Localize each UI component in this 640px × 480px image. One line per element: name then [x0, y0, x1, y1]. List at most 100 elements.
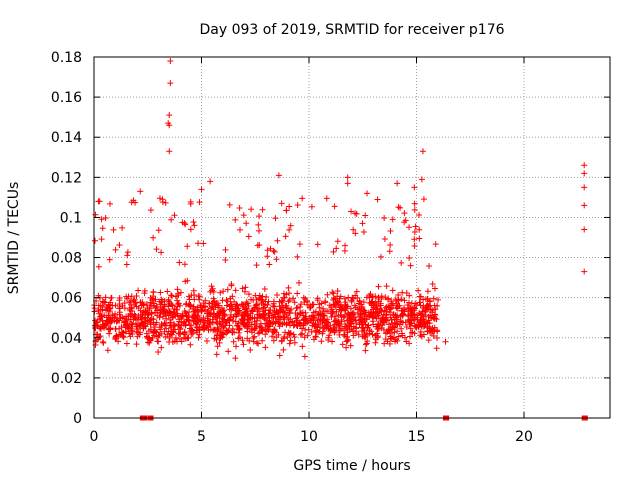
- data-point: [224, 286, 231, 293]
- data-point: [255, 330, 262, 337]
- data-point: [171, 212, 178, 219]
- data-point: [409, 314, 416, 321]
- data-point: [362, 347, 369, 354]
- data-point: [100, 339, 107, 346]
- data-point: [283, 207, 290, 214]
- data-point: [187, 200, 194, 207]
- data-point: [190, 303, 197, 310]
- data-point: [171, 338, 178, 345]
- data-point: [259, 206, 266, 213]
- data-point: [407, 333, 414, 340]
- data-point: [259, 297, 266, 304]
- data-point: [256, 227, 263, 234]
- data-point: [411, 236, 418, 243]
- data-point: [581, 268, 588, 275]
- chart-title: Day 093 of 2019, SRMTID for receiver p17…: [199, 22, 504, 38]
- data-point: [309, 313, 316, 320]
- data-point: [373, 315, 380, 322]
- data-point: [262, 298, 269, 305]
- data-point: [434, 296, 441, 303]
- data-point: [424, 288, 431, 295]
- data-point: [216, 339, 223, 346]
- data-point: [257, 320, 264, 327]
- data-point: [142, 308, 149, 315]
- data-point: [222, 246, 229, 253]
- data-point: [408, 308, 415, 315]
- data-point: [210, 288, 217, 295]
- data-point: [123, 261, 130, 268]
- data-point: [415, 212, 422, 219]
- data-point: [116, 305, 123, 312]
- axis-ticks: 0 5 10 15 20 0 0.02 0.04 0.06 0.08 0.1 0.12 0.14 0.16…: [51, 50, 610, 445]
- data-point: [381, 340, 388, 347]
- data-point: [232, 313, 239, 320]
- data-point: [364, 190, 371, 197]
- data-point: [156, 324, 163, 331]
- data-point: [271, 308, 278, 315]
- data-point: [244, 313, 251, 320]
- data-point: [290, 295, 297, 302]
- data-point: [187, 226, 194, 233]
- data-point: [92, 325, 99, 332]
- y-tick-label: 0.02: [51, 371, 82, 387]
- data-point: [236, 334, 243, 341]
- data-point: [385, 321, 392, 328]
- data-point: [314, 317, 321, 324]
- data-point: [341, 247, 348, 254]
- data-point: [282, 329, 289, 336]
- data-point: [163, 325, 170, 332]
- data-point: [372, 299, 379, 306]
- data-point: [223, 330, 230, 337]
- data-point: [318, 338, 325, 345]
- data-point: [328, 306, 335, 313]
- data-point: [278, 200, 285, 207]
- data-point: [104, 347, 111, 354]
- data-point: [167, 80, 174, 87]
- data-point: [420, 316, 427, 323]
- data-point: [417, 328, 424, 335]
- data-point: [96, 313, 103, 320]
- data-point: [271, 326, 278, 333]
- data-point: [298, 325, 305, 332]
- data-point: [279, 297, 286, 304]
- data-point: [95, 263, 102, 270]
- data-point: [352, 230, 359, 237]
- data-point: [366, 327, 373, 334]
- data-point: [245, 291, 252, 298]
- data-point: [362, 341, 369, 348]
- data-point: [358, 321, 365, 328]
- data-point: [134, 333, 141, 340]
- data-point: [232, 318, 239, 325]
- data-point: [345, 336, 352, 343]
- data-point: [379, 321, 386, 328]
- data-point: [411, 206, 418, 213]
- data-point: [394, 337, 401, 344]
- data-point: [97, 302, 104, 309]
- data-point: [317, 315, 324, 322]
- data-point: [581, 170, 588, 177]
- data-point: [102, 215, 109, 222]
- data-point: [158, 299, 165, 306]
- data-point: [387, 314, 394, 321]
- data-point: [419, 148, 426, 155]
- data-point: [411, 243, 418, 250]
- data-point: [137, 188, 144, 195]
- data-point: [327, 322, 334, 329]
- data-point: [291, 339, 298, 346]
- data-point: [286, 203, 293, 210]
- data-point: [228, 281, 235, 288]
- data-point: [363, 340, 370, 347]
- data-point: [262, 326, 269, 333]
- data-point: [426, 262, 433, 269]
- data-point: [310, 316, 317, 323]
- data-point: [213, 351, 220, 358]
- data-point: [344, 303, 351, 310]
- y-tick-label: 0.12: [51, 170, 82, 186]
- data-point: [348, 208, 355, 215]
- data-point: [430, 332, 437, 339]
- data-point: [416, 226, 423, 233]
- data-point: [181, 261, 188, 268]
- data-point: [245, 233, 252, 240]
- data-point: [220, 323, 227, 330]
- data-point: [352, 317, 359, 324]
